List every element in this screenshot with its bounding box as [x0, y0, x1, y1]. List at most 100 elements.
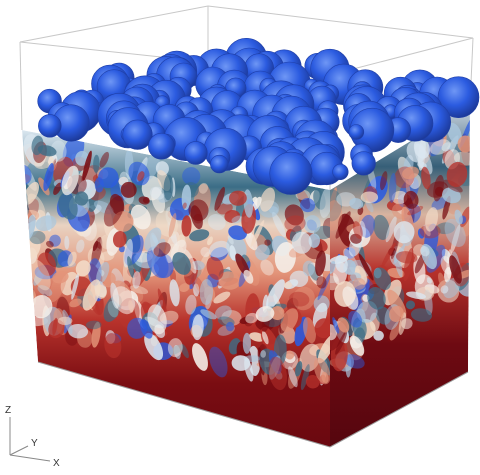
mixing-wisp [52, 317, 58, 336]
plume-bubble [122, 119, 153, 150]
mixing-wisp [406, 141, 426, 163]
mixing-wisp [420, 246, 430, 257]
mixing-wisp [163, 174, 174, 201]
mixing-wisp [352, 277, 366, 290]
mixing-wisp [200, 309, 217, 320]
mixing-wisp [437, 272, 446, 289]
mixing-wisp [218, 271, 241, 290]
mixing-wisp [360, 191, 379, 204]
mixing-wisp [112, 231, 127, 248]
mixing-wisp [302, 260, 315, 277]
mixing-wisp [316, 276, 327, 289]
mixing-wisp [53, 182, 62, 195]
mixing-wisp [149, 186, 165, 200]
mixing-wisp [144, 332, 164, 361]
mixing-wisp [255, 306, 275, 322]
mixing-wisp [269, 355, 281, 380]
mixing-wisp [35, 215, 57, 231]
mixing-wisp [184, 249, 197, 274]
mixing-wisp [30, 259, 51, 291]
mixing-wisp [380, 171, 388, 191]
mixing-wisp [200, 247, 211, 258]
mixing-wisp [457, 135, 470, 153]
mixing-wisp [441, 187, 461, 204]
mixing-wisp [144, 227, 162, 252]
mixing-wisp [30, 294, 53, 319]
mixing-wisp [295, 361, 303, 377]
mixing-wisp [391, 190, 408, 205]
mixing-wisp [37, 252, 56, 276]
mixing-wisp [280, 308, 299, 332]
mixing-wisp [270, 306, 285, 321]
mixing-wisp [112, 286, 135, 315]
mixing-wisp [330, 200, 343, 231]
mixing-wisp [252, 196, 262, 211]
mixing-wisp [58, 192, 78, 220]
mixing-wisp [385, 216, 397, 243]
mixing-wisp [147, 304, 167, 335]
mixing-wisp [96, 261, 110, 285]
mixing-wisp [321, 371, 329, 384]
mixing-wisp [82, 150, 92, 181]
mixing-wisp [314, 318, 330, 339]
mixing-wisp [172, 252, 191, 275]
mixing-wisp [199, 279, 214, 305]
mixing-wisp [127, 256, 135, 278]
mixing-wisp [300, 198, 316, 213]
top-bubble-surface [37, 37, 480, 195]
mixing-wisp [213, 291, 231, 304]
mixing-wisp [169, 279, 180, 307]
mixing-wisp [227, 235, 234, 245]
mixing-wisp [68, 323, 89, 339]
mixing-wisp [67, 251, 77, 267]
mixing-wisp [142, 196, 150, 204]
mixing-wisp [303, 215, 321, 234]
front-mixing-wisps [22, 134, 330, 391]
mixing-wisp [284, 215, 306, 232]
mixing-wisp [391, 203, 410, 220]
mixing-wisp [319, 186, 330, 218]
mixing-wisp [137, 171, 145, 182]
mixing-wisp [335, 211, 351, 239]
mixing-wisp [303, 317, 316, 344]
mixing-wisp [262, 330, 269, 345]
mixing-wisp [99, 151, 110, 168]
mixing-wisp [289, 270, 309, 288]
mixing-wisp [447, 122, 462, 144]
mixing-wisp [214, 186, 225, 211]
mixing-wisp [348, 310, 363, 328]
y-axis-label: Y [31, 438, 38, 449]
mixing-wisp [22, 303, 32, 329]
mixing-wisp [284, 204, 304, 226]
mixing-wisp [168, 213, 177, 238]
mixing-wisp [209, 240, 230, 258]
mixing-wisp [389, 305, 404, 322]
mixing-wisp [395, 251, 418, 264]
side-mixing-wisps [330, 116, 470, 378]
mixing-wisp [410, 308, 433, 322]
mixing-wisp [335, 330, 348, 355]
mixing-wisp [373, 214, 390, 240]
mixing-wisp [449, 255, 462, 284]
mixing-wisp [245, 312, 258, 324]
mixing-wisp [330, 260, 336, 275]
mixing-wisp [91, 321, 101, 348]
mixing-wisp [75, 260, 91, 277]
mixing-wisp [181, 215, 192, 237]
plume-bubble [38, 114, 62, 138]
mixing-wisp [289, 291, 310, 307]
mixing-wisp [266, 279, 285, 310]
mixing-wisp [288, 366, 298, 388]
mixing-wisp [52, 271, 69, 284]
plume-bubble [348, 124, 365, 140]
mixing-wisp [403, 190, 419, 209]
mixing-wisp [118, 245, 126, 253]
mixing-wisp [260, 350, 267, 358]
front-face-field [22, 130, 330, 447]
mixing-wisp [64, 235, 70, 250]
mixing-wisp [29, 230, 46, 245]
mixing-wisp [189, 229, 210, 242]
mixing-wisp [407, 205, 424, 216]
mixing-wisp [206, 256, 224, 280]
mixing-wisp [305, 374, 320, 389]
